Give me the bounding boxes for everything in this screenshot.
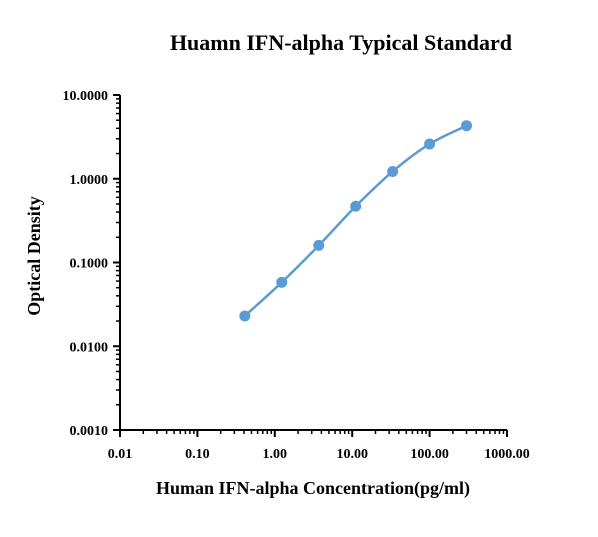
x-tick-label: 0.10: [185, 447, 210, 462]
chart-title: Huamn IFN-alpha Typical Standard: [170, 30, 512, 55]
y-axis-label: Optical Density: [24, 196, 44, 316]
data-point: [313, 239, 325, 251]
x-tick-label: 0.01: [108, 447, 133, 462]
data-point: [350, 200, 362, 212]
data-point: [276, 276, 288, 288]
x-tick-label: 1.00: [263, 447, 288, 462]
y-tick-label: 0.1000: [70, 257, 109, 272]
series-line: [243, 124, 468, 317]
data-point: [387, 166, 399, 178]
y-tick-label: 0.0100: [70, 340, 109, 355]
data-point: [239, 310, 251, 322]
x-tick-label: 10.00: [336, 447, 368, 462]
y-tick-label: 0.0010: [70, 424, 109, 439]
axes: [119, 95, 507, 431]
data-point: [424, 138, 436, 150]
y-tick-label: 10.0000: [63, 89, 109, 104]
data-point: [461, 120, 473, 132]
x-tick-label: 1000.00: [484, 447, 530, 462]
x-tick-label: 100.00: [410, 447, 449, 462]
x-axis-label: Human IFN-alpha Concentration(pg/ml): [156, 478, 470, 499]
y-tick-label: 1.0000: [70, 173, 109, 188]
